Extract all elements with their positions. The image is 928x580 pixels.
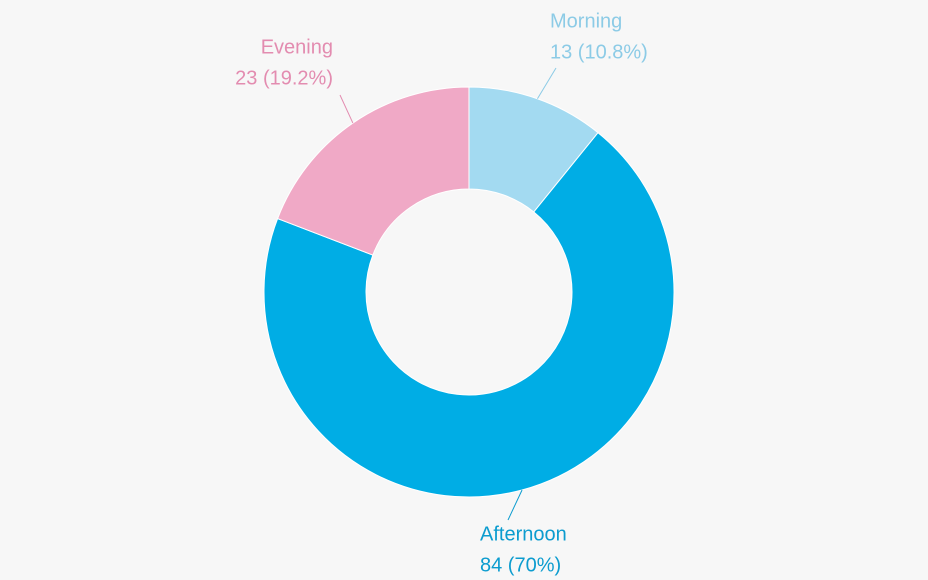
slice-value-label: 84 (70%)	[480, 554, 561, 576]
donut-slice	[263, 131, 675, 498]
slice-value-label: 13 (10.8%)	[550, 41, 648, 63]
donut-slice	[276, 86, 470, 256]
slice-label: Morning	[550, 10, 622, 32]
slice-value-label: 23 (19.2%)	[235, 67, 333, 89]
leader-line	[507, 489, 523, 521]
leader-line	[537, 67, 557, 100]
leader-line	[339, 94, 354, 124]
slice-label: Afternoon	[480, 523, 567, 545]
slice-label: Evening	[261, 36, 333, 58]
